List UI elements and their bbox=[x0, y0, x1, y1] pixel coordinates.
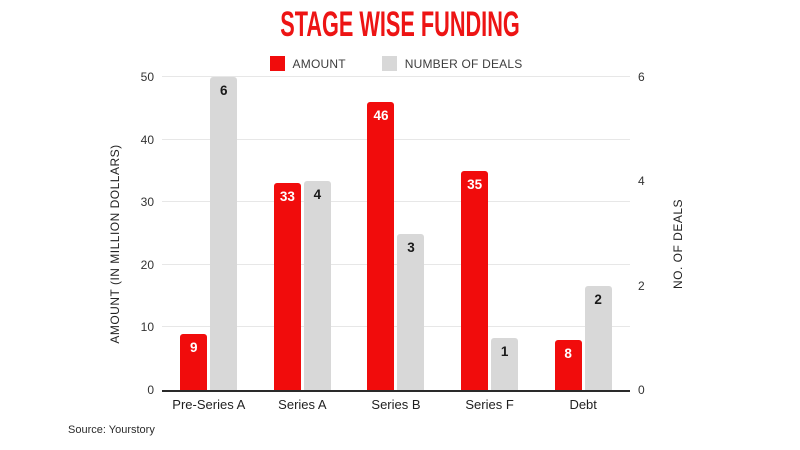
bar-value-label: 3 bbox=[407, 239, 415, 255]
x-axis-label: Series F bbox=[465, 397, 514, 412]
amount-bar-series-b: 46 bbox=[367, 102, 395, 390]
legend-item-amount: AMOUNT bbox=[269, 56, 346, 71]
deals-bar-debt: 2 bbox=[584, 285, 612, 390]
y-tick-label: 0 bbox=[147, 383, 154, 397]
x-axis-label: Series A bbox=[278, 397, 327, 412]
deals-bar-series-a: 4 bbox=[303, 181, 331, 390]
x-axis-label: Debt bbox=[569, 397, 597, 412]
y-tick-label: 6 bbox=[638, 70, 645, 84]
gridline bbox=[162, 201, 630, 203]
deals-bar-series-b: 3 bbox=[397, 233, 425, 390]
plot-area: 9 6 33 4 46 3 35 1 8 2 bbox=[162, 76, 630, 392]
gridline bbox=[162, 76, 630, 77]
bar-group-series-a: 33 4 bbox=[256, 77, 350, 390]
y-tick-label: 0 bbox=[638, 383, 645, 397]
gridline bbox=[162, 138, 630, 140]
bar-value-label: 2 bbox=[594, 291, 602, 307]
bar-value-label: 35 bbox=[467, 176, 483, 192]
bar-value-label: 6 bbox=[220, 83, 228, 98]
bar-value-label: 33 bbox=[279, 189, 295, 205]
amount-bar-debt: 8 bbox=[554, 339, 582, 390]
amount-legend-swatch-icon bbox=[269, 56, 285, 71]
chart-title: STAGE WISE FUNDING bbox=[280, 5, 520, 44]
deals-legend-swatch-icon bbox=[381, 56, 397, 71]
amount-legend-label: AMOUNT bbox=[292, 56, 346, 71]
left-axis-ticks: 0 10 20 30 40 50 bbox=[96, 70, 154, 397]
y-tick-label: 4 bbox=[638, 174, 645, 189]
y-tick-label: 2 bbox=[638, 278, 645, 293]
y-tick-label: 10 bbox=[140, 320, 154, 335]
bar-series-container: 9 6 33 4 46 3 35 1 8 2 bbox=[162, 77, 630, 390]
source-note: Source: Yourstory bbox=[68, 424, 155, 436]
bar-group-series-b: 46 3 bbox=[349, 77, 443, 390]
legend: AMOUNT NUMBER OF DEALS bbox=[0, 56, 792, 71]
amount-bar-series-f: 35 bbox=[461, 170, 489, 390]
right-axis-title: NO. OF DEALS bbox=[671, 198, 685, 290]
bar-value-label: 8 bbox=[564, 345, 572, 361]
bar-group-series-f: 35 1 bbox=[443, 77, 537, 390]
deals-legend-label: NUMBER OF DEALS bbox=[404, 56, 523, 71]
right-axis-ticks: 0 2 4 6 bbox=[638, 70, 668, 397]
amount-bar-series-a: 33 bbox=[273, 183, 301, 390]
gridline bbox=[162, 263, 630, 265]
y-tick-label: 20 bbox=[140, 257, 154, 272]
bar-value-label: 46 bbox=[373, 108, 389, 124]
x-axis-labels: Pre-Series A Series A Series B Series F Debt bbox=[162, 397, 630, 412]
y-tick-label: 30 bbox=[140, 195, 154, 210]
y-tick-label: 40 bbox=[140, 132, 154, 147]
bar-value-label: 1 bbox=[500, 343, 509, 359]
amount-bar-pre-series-a: 9 bbox=[180, 333, 208, 390]
gridline bbox=[162, 326, 630, 328]
deals-bar-pre-series-a: 6 bbox=[210, 77, 238, 390]
bar-value-label: 4 bbox=[313, 187, 322, 203]
bar-value-label: 9 bbox=[190, 339, 198, 355]
x-axis-label: Series B bbox=[371, 397, 421, 412]
deals-bar-series-f: 1 bbox=[491, 337, 519, 390]
x-axis-label: Pre-Series A bbox=[172, 397, 246, 412]
y-tick-label: 50 bbox=[140, 70, 154, 84]
legend-item-deals: NUMBER OF DEALS bbox=[381, 56, 523, 71]
